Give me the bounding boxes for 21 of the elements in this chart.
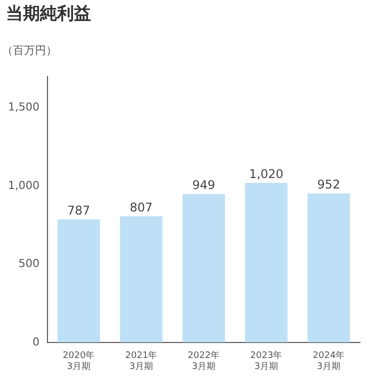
x-tick-label: 2021年 3月期 xyxy=(125,350,158,372)
bar xyxy=(182,194,225,342)
y-tick-label: 500 xyxy=(18,257,40,270)
bar xyxy=(244,182,288,342)
data-label: 1,020 xyxy=(249,167,284,182)
bar xyxy=(57,219,100,342)
chart-title: 当期純利益 xyxy=(6,3,91,25)
bar xyxy=(120,216,162,342)
x-tick-label: 2024年 3月期 xyxy=(312,350,345,372)
data-label: 787 xyxy=(67,203,90,218)
bar xyxy=(308,194,350,342)
x-tick-label: 2020年 3月期 xyxy=(62,350,95,372)
data-label: 949 xyxy=(192,178,216,192)
data-label: 807 xyxy=(130,200,153,214)
y-tick-label: 1,500 xyxy=(8,100,40,114)
y-tick-label: 0 xyxy=(32,335,40,348)
x-tick-label: 2023年 3月期 xyxy=(250,350,282,372)
x-tick-label: 2022年 3月期 xyxy=(188,350,220,372)
y-tick-label: 1,000 xyxy=(8,178,40,192)
data-label: 952 xyxy=(317,178,340,192)
y-axis-title: （百万円） xyxy=(2,43,57,58)
